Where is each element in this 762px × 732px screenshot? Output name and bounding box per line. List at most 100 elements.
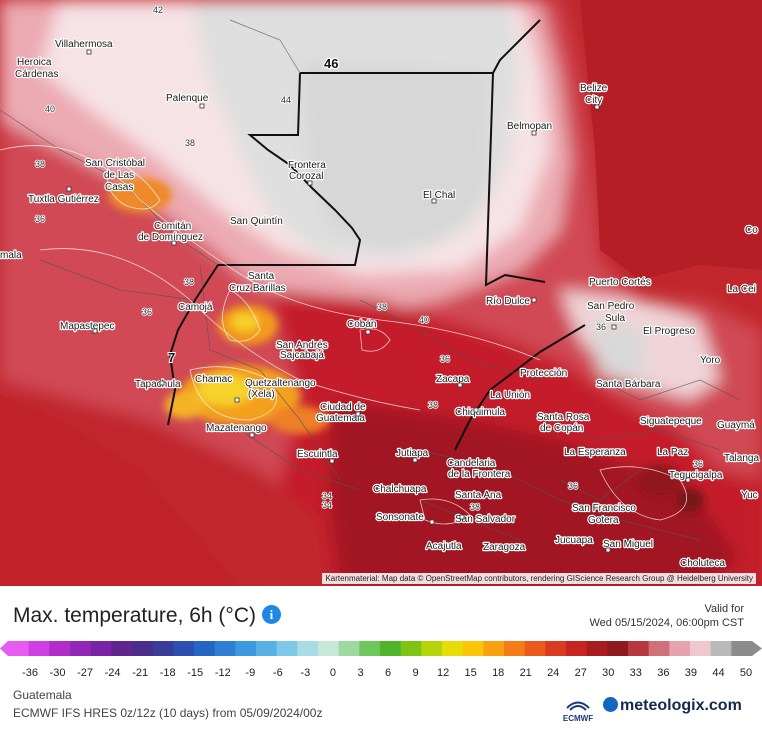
scale-max-arrow xyxy=(752,641,762,656)
city-label: El Chal xyxy=(423,190,455,201)
city-label: Talanga xyxy=(724,453,759,464)
color-swatch xyxy=(380,641,402,656)
city-label: City xyxy=(585,95,602,106)
city-label: Tapachula xyxy=(135,379,181,390)
color-swatch xyxy=(504,641,526,656)
color-swatch xyxy=(400,641,422,656)
color-swatch xyxy=(173,641,195,656)
isolines xyxy=(0,145,688,525)
color-swatch xyxy=(28,641,50,656)
city-label: El Progreso xyxy=(643,326,696,337)
color-swatch xyxy=(297,641,319,656)
isoline-label: 36 xyxy=(568,481,578,491)
color-swatch xyxy=(607,641,629,656)
city-labels: Villahermosa Heroica Cárdenas Palenque S… xyxy=(0,38,761,570)
region-name: Guatemala xyxy=(13,688,72,702)
city-label: de la Frontera xyxy=(448,469,511,480)
city-label: La Cei xyxy=(727,284,756,295)
country-borders xyxy=(167,19,586,451)
color-swatch xyxy=(214,641,236,656)
city-label: Corozal xyxy=(289,171,323,182)
city-markers xyxy=(66,49,691,553)
isoline-label: 40 xyxy=(45,104,55,114)
city-label: Camojá xyxy=(178,302,213,313)
isoline-label: 38 xyxy=(35,159,45,169)
caribbean-sea xyxy=(580,0,762,280)
color-swatch xyxy=(566,641,588,656)
temperature-map[interactable]: 42 40 44 38 38 36 40 38 38 36 36 38 36 3… xyxy=(0,0,762,586)
city-label: Tegucigalpa xyxy=(669,470,723,481)
city-label: Sula xyxy=(605,313,625,324)
city-label: Chamac xyxy=(195,374,232,385)
isoline-label: 38 xyxy=(428,400,438,410)
city-label: Cárdenas xyxy=(15,69,58,80)
color-swatch xyxy=(8,641,30,656)
city-label: La Esperanza xyxy=(564,447,626,458)
scale-tick-label: 50 xyxy=(740,667,752,679)
valid-label: Valid for xyxy=(704,603,744,615)
temperature-field xyxy=(0,0,762,586)
isoline-label: 36 xyxy=(142,307,152,317)
city-label: Cobán xyxy=(347,319,376,330)
city-label: Mapastepec xyxy=(60,321,114,332)
city-label: Guatemala xyxy=(316,413,365,424)
scale-tick-label: 39 xyxy=(685,667,697,679)
city-label: San Pedro xyxy=(587,301,635,312)
scale-tick-label: -24 xyxy=(105,667,121,679)
city-label: Tuxtla Gutiérrez xyxy=(28,194,99,205)
color-swatch xyxy=(669,641,691,656)
city-label: Santa Rosa xyxy=(537,412,590,423)
info-icon[interactable]: i xyxy=(261,605,281,624)
brand-logo[interactable]: meteologix.com xyxy=(603,697,742,715)
color-swatch xyxy=(152,641,174,656)
color-swatch xyxy=(421,641,443,656)
valid-time: Wed 05/15/2024, 06:00pm CST xyxy=(589,617,744,629)
city-label: Escuintla xyxy=(297,449,338,460)
city-label: Yuc xyxy=(741,490,758,501)
scale-min-arrow xyxy=(0,641,8,656)
color-swatch xyxy=(70,641,92,656)
city-label: Río Dulce xyxy=(486,296,530,307)
city-label: Santa Bárbara xyxy=(596,379,661,390)
scale-tick-label: -15 xyxy=(187,667,203,679)
city-label: La Unión xyxy=(490,390,530,401)
scale-tick-label: 36 xyxy=(657,667,669,679)
isoline-label: 40 xyxy=(419,315,429,325)
city-label: Jucuapa xyxy=(555,535,593,546)
city-label: Chiquimula xyxy=(455,407,505,418)
city-label: Ciudad de xyxy=(320,402,366,413)
color-swatch xyxy=(359,641,381,656)
color-swatch xyxy=(731,641,753,656)
city-label: Sajcabajá xyxy=(280,350,324,361)
scale-tick-label: 6 xyxy=(385,667,391,679)
scale-tick-label: 24 xyxy=(547,667,559,679)
city-label: Belize xyxy=(580,83,608,94)
color-swatches xyxy=(0,641,762,656)
color-swatch xyxy=(49,641,71,656)
scale-tick-label: 21 xyxy=(520,667,532,679)
color-swatch xyxy=(256,641,278,656)
city-label: San Salvador xyxy=(455,514,516,525)
scale-tick-label: 33 xyxy=(630,667,642,679)
city-label: Co xyxy=(745,225,758,236)
color-swatch xyxy=(276,641,298,656)
valid-time-block: Valid for Wed 05/15/2024, 06:00pm CST xyxy=(589,602,744,630)
city-label: Chalchuapa xyxy=(373,484,427,495)
scale-tick-label: -30 xyxy=(50,667,66,679)
color-swatch xyxy=(648,641,670,656)
isoline-label: 34 xyxy=(322,500,332,510)
city-label: Casas xyxy=(105,182,133,193)
color-swatch xyxy=(462,641,484,656)
color-swatch xyxy=(586,641,608,656)
meteologix-globe-icon xyxy=(603,697,618,712)
city-label: Mazatenango xyxy=(206,423,267,434)
pacific-ocean xyxy=(0,395,240,586)
scale-tick-label: 18 xyxy=(492,667,504,679)
scale-tick-label: -6 xyxy=(273,667,283,679)
city-label: Comitán xyxy=(154,221,191,232)
city-label: Palenque xyxy=(166,93,209,104)
city-label: La Paz xyxy=(657,447,688,458)
ecmwf-logo: ECMWF xyxy=(563,701,593,723)
city-label: Zacapa xyxy=(436,374,470,385)
scale-tick-label: 15 xyxy=(464,667,476,679)
